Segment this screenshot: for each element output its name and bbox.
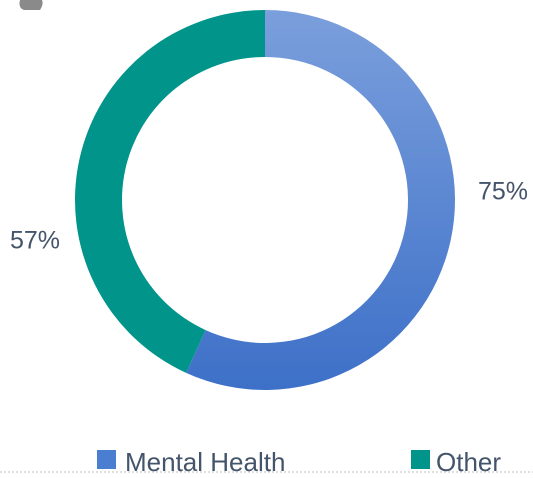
legend-label: Other — [436, 447, 501, 477]
donut-segment — [74, 10, 266, 373]
legend-swatch — [411, 450, 430, 469]
data-label: 75% — [478, 178, 528, 206]
icon-fragment — [19, 0, 43, 10]
data-label: 57% — [10, 227, 60, 255]
legend-swatch — [97, 450, 116, 469]
donut-segment — [186, 10, 455, 390]
legend-label: Mental Health — [125, 447, 285, 477]
